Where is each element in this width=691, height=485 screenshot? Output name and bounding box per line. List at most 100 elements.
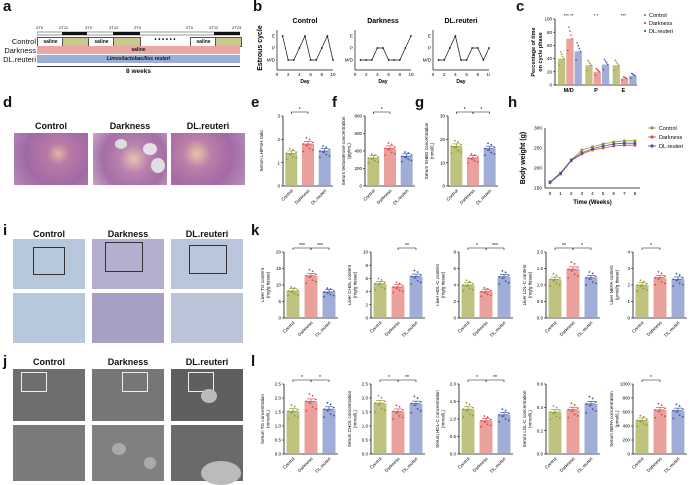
- ovary-image-darkness: [93, 133, 167, 185]
- panel-label-c: c: [516, 0, 525, 15]
- ovary-image-reuteri: [171, 133, 245, 185]
- svg-text:DL.reuteri: DL.reuteri: [663, 456, 681, 474]
- svg-text:(μmol/g tissue): (μmol/g tissue): [615, 269, 620, 300]
- svg-text:*: *: [464, 107, 466, 113]
- svg-text:*: *: [581, 243, 583, 249]
- panel-label-g: g: [415, 94, 425, 111]
- svg-text:***: ***: [492, 243, 498, 249]
- svg-text:10: 10: [440, 160, 446, 165]
- panel-d-histology: Control Darkness DL.reuteri: [0, 115, 250, 195]
- svg-text:E: E: [272, 34, 275, 39]
- svg-text:250: 250: [534, 146, 542, 152]
- svg-text:2: 2: [365, 302, 368, 307]
- panel-l-serum-nefa-chart: 0 200 400 600 800 1000 Serum NEFA concentratio…: [609, 375, 687, 474]
- svg-text:3: 3: [581, 191, 584, 197]
- svg-text:*: *: [476, 243, 478, 249]
- svg-text:Control: Control: [457, 320, 471, 334]
- row-label-control: Control: [11, 37, 36, 46]
- svg-text:4: 4: [627, 250, 630, 255]
- svg-text:Darkness: Darkness: [376, 188, 394, 206]
- svg-text:200: 200: [622, 438, 630, 443]
- svg-text:0.0: 0.0: [537, 316, 544, 321]
- svg-text:Darkness: Darkness: [646, 320, 664, 338]
- staining-image-reuteri-high: [171, 293, 243, 343]
- svg-text:Day: Day: [378, 79, 387, 85]
- svg-text:300: 300: [534, 126, 542, 132]
- svg-text:*: *: [650, 243, 652, 249]
- svg-text:Serum NEFA concentration: Serum NEFA concentration: [609, 391, 614, 447]
- svg-text:*: *: [301, 375, 303, 381]
- panel-b-estrous-chart: Estrous cycle Control M/D P E 0 2 4 6 8 10 Day Darkn…: [257, 18, 490, 85]
- svg-text:200: 200: [534, 166, 542, 172]
- tem-title-reuteri: DL.reuteri: [185, 357, 229, 367]
- svg-text:1.5: 1.5: [450, 399, 457, 404]
- panel-label-j: j: [3, 353, 8, 370]
- svg-text:0.5: 0.5: [362, 438, 369, 443]
- panel-j-tem: Control Darkness DL.reuteri: [0, 355, 250, 485]
- row-label-darkness: Darkness: [4, 46, 36, 55]
- svg-text:8: 8: [399, 72, 402, 77]
- svg-text:0.0: 0.0: [275, 452, 282, 457]
- svg-text:8: 8: [477, 72, 480, 77]
- svg-text:**: **: [405, 243, 409, 249]
- svg-text:Liver LDL-C content: Liver LDL-C content: [522, 264, 527, 306]
- reuteri-bar: Limosilactobacillus reuteri: [37, 55, 240, 63]
- ovary-image-control: [14, 133, 88, 185]
- light-dark-bar: [37, 31, 240, 36]
- panel-k-liver-nefa-chart: 0 1 2 3 4 Liver NEFA content (μmol/g tissue) Co…: [609, 243, 687, 338]
- svg-text:(mmol/L): (mmol/L): [266, 409, 271, 428]
- svg-text:DL.reuteri: DL.reuteri: [649, 29, 673, 35]
- svg-text:2: 2: [570, 191, 573, 197]
- svg-text:**: **: [493, 375, 497, 381]
- svg-text:Darkness: Darkness: [472, 456, 490, 474]
- svg-text:2: 2: [365, 72, 368, 77]
- svg-text:Serum LH/FSH ratio: Serum LH/FSH ratio: [259, 130, 264, 172]
- svg-text:1: 1: [627, 299, 630, 304]
- svg-text:DL.reuteri: DL.reuteri: [489, 456, 507, 474]
- staining-image-darkness-low: [92, 239, 164, 289]
- svg-text:6: 6: [387, 72, 390, 77]
- panel-k-liver-hdl-chart: 0 2 4 6 8 Liver HDL-C content (mg/g tissue) Con…: [435, 243, 513, 338]
- svg-text:(mmol/L): (mmol/L): [441, 409, 446, 428]
- svg-text:20: 20: [547, 69, 553, 74]
- panel-label-f: f: [332, 94, 337, 111]
- panel-label-h: h: [508, 94, 518, 111]
- svg-text:150: 150: [534, 186, 542, 192]
- svg-text:***: ***: [621, 13, 627, 18]
- svg-text:0.0: 0.0: [537, 452, 544, 457]
- svg-text:2.0: 2.0: [537, 250, 544, 255]
- svg-text:2: 2: [287, 72, 290, 77]
- tem-title-control: Control: [33, 357, 65, 367]
- svg-text:*** **: *** **: [564, 13, 574, 18]
- svg-text:10: 10: [408, 72, 414, 77]
- svg-text:8: 8: [453, 250, 456, 255]
- svg-text:0: 0: [354, 72, 357, 77]
- svg-text:Liver HDL-C content: Liver HDL-C content: [435, 263, 440, 305]
- svg-text:Serum CHOL concentration: Serum CHOL concentration: [347, 390, 352, 447]
- panel-l-serum-chol-chart: 0.0 0.5 1.0 1.5 2.0 2.5 Serum CHOL concentrati…: [347, 375, 425, 474]
- svg-text:8: 8: [365, 263, 368, 268]
- svg-text:6: 6: [453, 266, 456, 271]
- svg-text:Control: Control: [649, 13, 667, 19]
- svg-text:2.5: 2.5: [362, 382, 369, 387]
- svg-text:Body weight (g): Body weight (g): [520, 132, 527, 185]
- svg-text:400: 400: [354, 149, 362, 154]
- svg-text:E: E: [621, 88, 625, 93]
- svg-text:* *: * *: [594, 13, 599, 18]
- staining-image-reuteri-low: [171, 239, 243, 289]
- svg-text:DL.reuteri: DL.reuteri: [314, 456, 332, 474]
- svg-text:Darkness: Darkness: [384, 456, 402, 474]
- svg-text:0: 0: [627, 452, 630, 457]
- svg-text:10: 10: [330, 72, 336, 77]
- svg-text:Serum TG concentration: Serum TG concentration: [260, 394, 265, 444]
- duration-line: [37, 66, 240, 68]
- svg-text:1.0: 1.0: [450, 417, 457, 422]
- svg-text:P: P: [594, 88, 598, 93]
- panel-f-testosterone-chart: 0 200 400 600 800 Serum testosterone concentr…: [341, 107, 415, 206]
- svg-text:2.5: 2.5: [275, 382, 282, 387]
- svg-text:80: 80: [547, 30, 553, 35]
- svg-text:4: 4: [365, 289, 368, 294]
- svg-text:0: 0: [453, 316, 456, 321]
- svg-text:10: 10: [276, 283, 282, 288]
- panel-k-liver-ldl-chart: 0.0 0.5 1.0 1.5 2.0 Liver LDL-C content (mg/g …: [522, 243, 600, 338]
